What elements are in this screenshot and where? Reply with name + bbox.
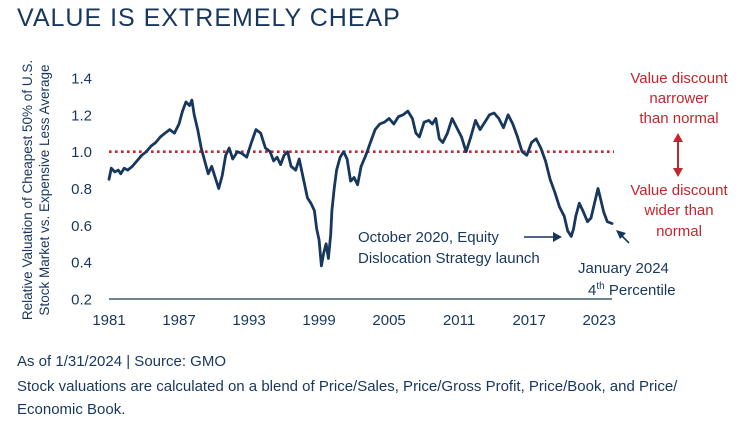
x-tick-label: 1987 <box>162 312 195 329</box>
annotation-latest-line1: January 2024 <box>578 260 669 277</box>
annotation-narrower-line3: than normal <box>639 110 718 127</box>
annotation-wider-line3: normal <box>656 223 702 240</box>
y-tick-label: 0.8 <box>71 181 92 198</box>
annotation-launch-line1: October 2020, Equity <box>358 229 499 246</box>
annotation-launch-line2: Dislocation Strategy launch <box>358 250 540 267</box>
annotation-wider-line2: wider than <box>643 202 713 219</box>
annotation-wider: Value discount wider than normal <box>630 182 728 240</box>
arrow-pointer-icon <box>616 230 630 244</box>
x-axis-ticks: 1981 1987 1993 1999 2005 2011 2017 2023 <box>92 312 616 329</box>
y-tick-label: 0.6 <box>71 218 92 235</box>
annotation-narrower-line2: narrower <box>649 90 708 107</box>
valuation-line <box>107 98 614 268</box>
y-axis-ticks: 0.2 0.4 0.6 0.8 1.0 1.2 1.4 <box>71 71 92 309</box>
chart-title: VALUE IS EXTREMELY CHEAP <box>17 4 401 32</box>
x-tick-label: 1981 <box>92 312 125 329</box>
methodology-note-line1: Stock valuations are calculated on a ble… <box>17 378 678 395</box>
y-tick-label: 1.0 <box>71 144 92 161</box>
annotation-wider-line1: Value discount <box>630 182 728 199</box>
y-axis-label: Relative Valuation of Cheapest 50% of U.… <box>20 60 52 320</box>
y-axis-label-line1: Relative Valuation of Cheapest 50% of U.… <box>20 60 35 320</box>
double-arrow-icon <box>673 133 683 177</box>
annotation-latest-sup: th <box>596 281 604 292</box>
annotation-latest-line2: 4th Percentile <box>588 281 676 299</box>
annotation-narrower-line1: Value discount <box>630 70 728 87</box>
x-tick-label: 2005 <box>372 312 405 329</box>
y-tick-label: 1.2 <box>71 107 92 124</box>
y-tick-label: 1.4 <box>71 71 92 88</box>
x-tick-label: 2017 <box>512 312 545 329</box>
methodology-note-line2: Economic Book. <box>17 401 126 418</box>
arrow-right-icon <box>524 232 562 242</box>
annotation-latest: January 2024 4th Percentile <box>578 230 676 299</box>
source-note: As of 1/31/2024 | Source: GMO <box>17 353 227 370</box>
x-tick-label: 1999 <box>302 312 335 329</box>
annotation-narrower: Value discount narrower than normal <box>630 70 728 127</box>
x-tick-label: 2023 <box>582 312 615 329</box>
x-tick-label: 2011 <box>443 312 475 329</box>
x-tick-label: 1993 <box>232 312 265 329</box>
chart: Relative Valuation of Cheapest 50% of U.… <box>20 60 728 329</box>
annotation-strategy-launch: October 2020, Equity Dislocation Strateg… <box>358 229 562 267</box>
y-tick-label: 0.4 <box>71 255 92 272</box>
y-tick-label: 0.2 <box>71 292 92 309</box>
annotation-latest-rest: Percentile <box>605 282 676 299</box>
annotation-latest-number: 4 <box>588 282 596 299</box>
y-axis-label-line2: Stock Market vs. Expensive Less Average <box>37 64 52 315</box>
